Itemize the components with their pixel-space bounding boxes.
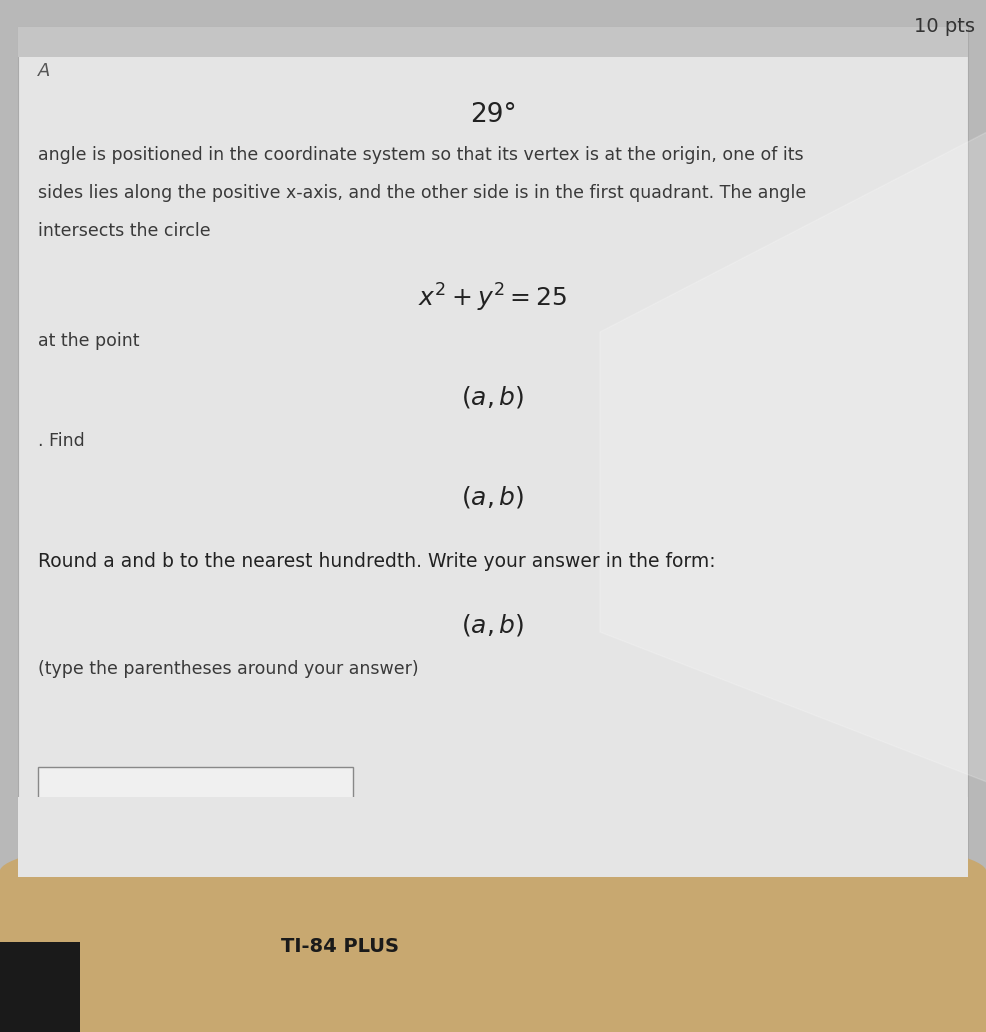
Text: A: A bbox=[38, 62, 50, 80]
Text: $(a, b)$: $(a, b)$ bbox=[460, 384, 525, 410]
Text: $x^2 + y^2 = 25$: $x^2 + y^2 = 25$ bbox=[418, 282, 567, 314]
Text: intersects the circle: intersects the circle bbox=[38, 222, 210, 240]
Ellipse shape bbox=[0, 823, 985, 922]
Bar bbox=[18, 797, 967, 877]
Text: $(a, b)$: $(a, b)$ bbox=[460, 612, 525, 638]
Bar bbox=[0, 872, 986, 1032]
Text: sides lies along the positive x-axis, and the other side is in the first quadran: sides lies along the positive x-axis, an… bbox=[38, 184, 806, 202]
Text: angle is positioned in the coordinate system so that its vertex is at the origin: angle is positioned in the coordinate sy… bbox=[38, 146, 803, 164]
Text: (type the parentheses around your answer): (type the parentheses around your answer… bbox=[38, 660, 418, 678]
Text: $(a, b)$: $(a, b)$ bbox=[460, 484, 525, 510]
Bar bbox=[38, 767, 353, 823]
Text: TI-84 PLUS: TI-84 PLUS bbox=[281, 937, 398, 957]
Text: 10 pts: 10 pts bbox=[913, 17, 974, 36]
Text: 29°: 29° bbox=[469, 102, 516, 128]
Bar bbox=[18, 27, 967, 57]
Text: Round a and b to the nearest hundredth. Write your answer in the form:: Round a and b to the nearest hundredth. … bbox=[38, 552, 715, 571]
Polygon shape bbox=[599, 132, 986, 782]
Text: at the point: at the point bbox=[38, 332, 139, 350]
Bar bbox=[0, 942, 80, 1032]
Text: . Find: . Find bbox=[38, 432, 85, 450]
